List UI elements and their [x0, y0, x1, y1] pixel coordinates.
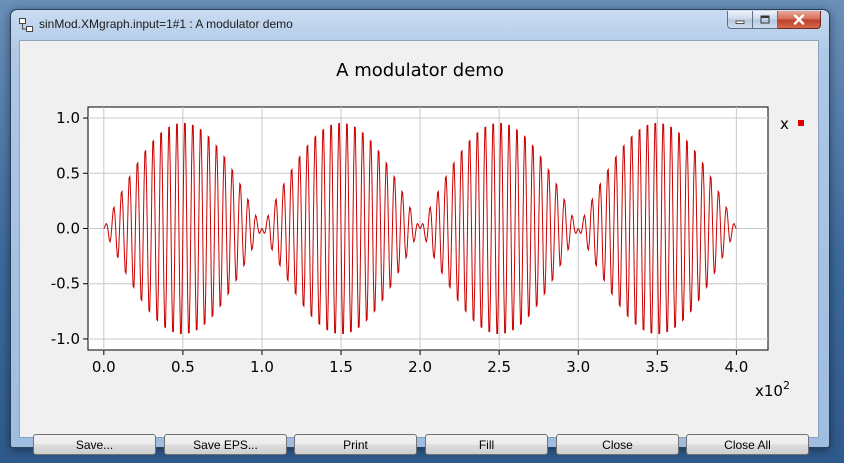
x-axis: 0.0 0.5 1.0 1.5 2.0 2.5 3.0 3.5 4.0 [92, 350, 748, 376]
close-all-button[interactable]: Close All [686, 434, 809, 455]
y-tick-label: 1.0 [56, 109, 80, 127]
minimize-icon [735, 20, 745, 24]
close-window-button[interactable] [778, 11, 821, 29]
x-tick-label: 3.0 [566, 358, 590, 376]
y-tick-label: 0.5 [56, 164, 80, 182]
x-tick-label: 1.5 [329, 358, 353, 376]
chart: A modulator demo 0.0 0.5 1.0 1.5 2.0 2.5 3.0 3.… [51, 60, 804, 400]
save-button[interactable]: Save... [33, 434, 156, 455]
y-tick-label: 0.0 [56, 220, 80, 238]
x-tick-label: 2.0 [408, 358, 432, 376]
app-window: sinMod.XMgraph.input=1#1 : A modulator d… [10, 9, 830, 455]
y-tick-label: -1.0 [51, 330, 80, 348]
y-axis: -1.0 -0.5 0.0 0.5 1.0 [51, 109, 88, 348]
legend-label: x [780, 115, 789, 133]
caption-buttons [727, 11, 821, 30]
plot-panel: A modulator demo 0.0 0.5 1.0 1.5 2.0 2.5 3.0 3.… [19, 40, 819, 455]
title-bar[interactable]: sinMod.XMgraph.input=1#1 : A modulator d… [11, 10, 829, 40]
x-tick-label: 3.5 [645, 358, 669, 376]
x-tick-label: 0.5 [171, 358, 195, 376]
fill-button[interactable]: Fill [425, 434, 548, 455]
close-icon [793, 14, 805, 25]
save-eps-button[interactable]: Save EPS... [164, 434, 287, 455]
maximize-button[interactable] [753, 11, 778, 29]
print-button[interactable]: Print [294, 434, 417, 455]
chart-title: A modulator demo [336, 60, 504, 81]
x-tick-label: 0.0 [92, 358, 116, 376]
y-tick-label: -0.5 [51, 275, 80, 293]
x-tick-label: 4.0 [724, 358, 748, 376]
x-scale-exponent: 2 [783, 379, 790, 392]
window-title: sinMod.XMgraph.input=1#1 : A modulator d… [39, 17, 293, 31]
legend-swatch [798, 120, 804, 126]
series-line-x [103, 122, 737, 335]
x-scale-base: x10 [755, 382, 783, 400]
x-tick-label: 2.5 [487, 358, 511, 376]
app-icon [19, 18, 33, 32]
maximize-icon [760, 15, 770, 24]
close-button[interactable]: Close [556, 434, 679, 455]
minimize-button[interactable] [727, 11, 753, 29]
x-scale-label: x102 [755, 379, 790, 400]
x-tick-label: 1.0 [250, 358, 274, 376]
